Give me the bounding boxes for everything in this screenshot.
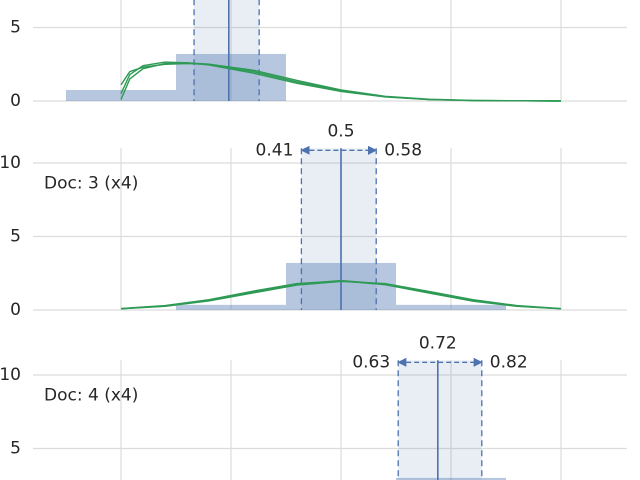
panel: 050.2450.1660.314 (10, 0, 627, 111)
ci-band (398, 360, 482, 480)
panel: 5 10 0.72 0.63 0.82 Doc: 4 (x4) (0, 333, 627, 480)
mean-label: 0.72 (419, 333, 457, 353)
panel: 0 5 10 0.5 0.41 0.58 Doc: 3 (x4) (0, 121, 627, 320)
panel-title: Doc: 4 (x4) (44, 385, 138, 405)
y-tick-label: 0 (10, 300, 21, 320)
panel-title: Doc: 3 (x4) (44, 173, 138, 193)
ci-high-label: 0.82 (490, 352, 528, 372)
y-tick-label: 5 (10, 227, 21, 247)
ci-low-label: 0.41 (256, 140, 294, 160)
y-tick-label: 0 (10, 91, 21, 111)
y-tick-label: 5 (10, 439, 21, 459)
y-tick-label: 10 (0, 365, 21, 385)
density-curve (120, 280, 562, 310)
ci-low-label: 0.63 (352, 352, 390, 372)
ci-band (194, 0, 260, 101)
bar (66, 89, 176, 101)
y-tick-label: 5 (10, 18, 21, 38)
bar (396, 477, 506, 480)
y-tick-label: 10 (0, 153, 21, 173)
bar (176, 304, 286, 310)
ci-high-label: 0.58 (384, 140, 422, 160)
mean-label: 0.5 (327, 121, 354, 141)
density-curve (120, 62, 562, 102)
bar (396, 304, 506, 310)
